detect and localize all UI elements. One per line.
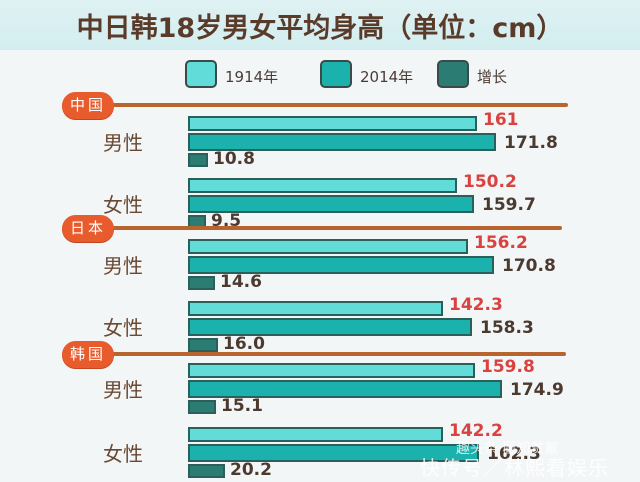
- bar-1914: [188, 363, 475, 378]
- bar-1914: [188, 427, 443, 442]
- gender-label: 女性: [103, 442, 143, 466]
- bar-growth: [188, 400, 216, 414]
- gender-label: 男性: [103, 378, 143, 402]
- legend-label-1914: 1914年: [225, 68, 279, 86]
- legend-label-2014: 2014年: [360, 68, 414, 86]
- bar-1914: [188, 116, 477, 131]
- value-1914: 159.8: [481, 357, 535, 377]
- legend-label-growth: 增长: [477, 68, 508, 86]
- bar-2014: [188, 133, 496, 151]
- value-2014: 159.7: [482, 195, 536, 215]
- gender-label: 女性: [103, 193, 143, 217]
- value-growth: 16.0: [223, 334, 265, 354]
- bar-2014: [188, 380, 502, 398]
- value-growth: 20.2: [230, 460, 272, 480]
- bar-2014: [188, 318, 472, 336]
- title-band: [0, 0, 640, 50]
- bar-1914: [188, 178, 457, 193]
- value-1914: 161: [483, 110, 519, 130]
- bar-1914: [188, 239, 468, 254]
- watermark-line-1: 趣头条 医知贫氟: [456, 441, 559, 457]
- bar-1914: [188, 301, 443, 316]
- country-tag: 韩国: [62, 341, 114, 368]
- value-1914: 156.2: [474, 233, 528, 253]
- gender-label: 女性: [103, 316, 143, 340]
- value-1914: 150.2: [463, 172, 517, 192]
- country-tag: 中国: [62, 92, 114, 119]
- gender-label: 男性: [103, 131, 143, 155]
- watermark-line-2: 快传号／林熙看娱乐: [420, 456, 609, 480]
- bar-growth: [188, 153, 208, 167]
- bar-2014: [188, 444, 479, 462]
- value-growth: 14.6: [220, 272, 262, 292]
- value-growth: 10.8: [213, 149, 255, 169]
- legend-swatch-growth: [437, 60, 469, 88]
- gender-label: 男性: [103, 254, 143, 278]
- value-2014: 158.3: [480, 318, 534, 338]
- legend-swatch-1914: [185, 60, 217, 88]
- value-growth: 15.1: [221, 396, 263, 416]
- country-tag: 日本: [62, 215, 114, 242]
- legend: 1914年 2014年 增长: [0, 58, 640, 92]
- bar-growth: [188, 464, 225, 478]
- chart-title: 中日韩18岁男女平均身高（单位：cm）: [76, 13, 564, 44]
- value-1914: 142.3: [449, 295, 503, 315]
- bar-2014: [188, 256, 494, 274]
- value-1914: 142.2: [449, 421, 503, 441]
- bar-growth: [188, 276, 215, 290]
- country-separator: [100, 103, 568, 107]
- value-2014: 162.3: [487, 444, 541, 464]
- value-2014: 174.9: [510, 380, 564, 400]
- country-separator: [100, 352, 566, 356]
- bar-growth: [188, 338, 218, 352]
- value-2014: 170.8: [502, 256, 556, 276]
- value-2014: 171.8: [504, 133, 558, 153]
- legend-swatch-2014: [320, 60, 352, 88]
- country-separator: [100, 226, 562, 230]
- bar-2014: [188, 195, 474, 213]
